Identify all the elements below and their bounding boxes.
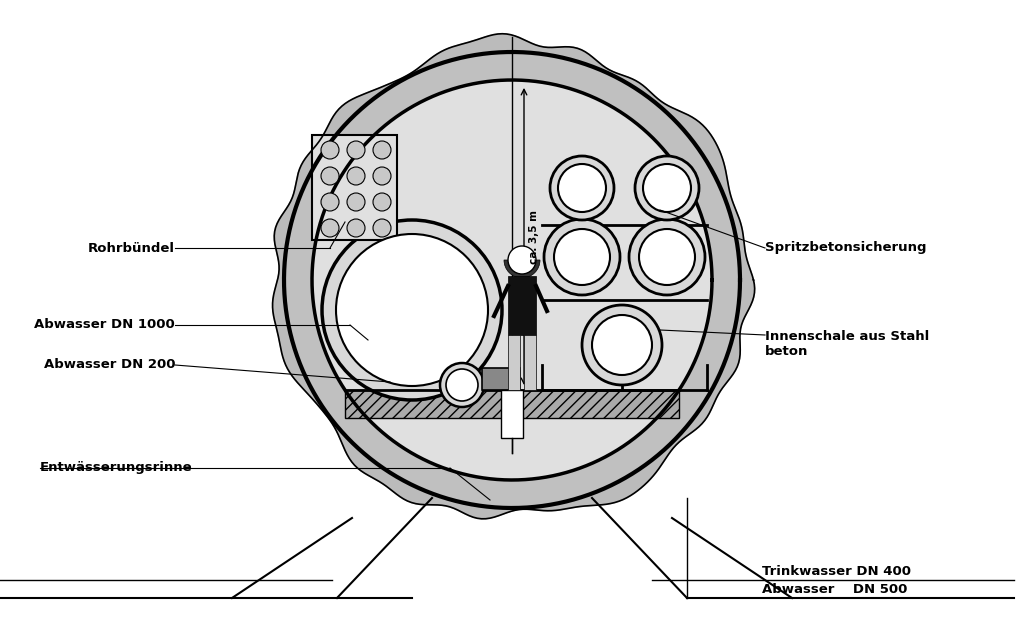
Circle shape — [643, 164, 691, 212]
Text: Spritzbetonsicherung: Spritzbetonsicherung — [765, 242, 927, 254]
Text: Abwasser    DN 500: Abwasser DN 500 — [762, 583, 907, 596]
Circle shape — [639, 229, 695, 285]
Circle shape — [635, 156, 699, 220]
Bar — [345, 390, 679, 418]
Bar — [508, 335, 520, 390]
Circle shape — [347, 193, 365, 211]
Circle shape — [440, 363, 484, 407]
Circle shape — [582, 305, 662, 385]
Circle shape — [544, 219, 620, 295]
Circle shape — [373, 141, 391, 159]
Text: Rohrbündel: Rohrbündel — [88, 242, 175, 254]
Text: Trinkwasser DN 400: Trinkwasser DN 400 — [762, 565, 911, 578]
Circle shape — [558, 164, 606, 212]
Circle shape — [322, 220, 502, 400]
Polygon shape — [272, 33, 755, 519]
Text: ca. 3,5 m: ca. 3,5 m — [529, 210, 539, 264]
Polygon shape — [312, 80, 712, 480]
Circle shape — [550, 156, 614, 220]
Bar — [524, 335, 536, 390]
Text: Entwässerungsrinne: Entwässerungsrinne — [40, 461, 193, 474]
Circle shape — [321, 193, 339, 211]
Circle shape — [321, 167, 339, 185]
Circle shape — [347, 167, 365, 185]
Bar — [501, 390, 523, 438]
Text: Abwasser DN 1000: Abwasser DN 1000 — [34, 319, 175, 332]
Circle shape — [347, 141, 365, 159]
Circle shape — [629, 219, 705, 295]
Circle shape — [373, 167, 391, 185]
Bar — [508, 276, 536, 335]
Circle shape — [446, 369, 478, 401]
Circle shape — [554, 229, 610, 285]
Circle shape — [347, 219, 365, 237]
Circle shape — [508, 246, 536, 274]
Circle shape — [336, 234, 488, 386]
Text: Abwasser DN 200: Abwasser DN 200 — [43, 358, 175, 371]
Circle shape — [592, 315, 652, 375]
Wedge shape — [504, 260, 540, 278]
Circle shape — [373, 193, 391, 211]
Text: Innenschale aus Stahl
beton: Innenschale aus Stahl beton — [765, 330, 929, 358]
Circle shape — [321, 219, 339, 237]
Bar — [482, 368, 520, 390]
Circle shape — [373, 219, 391, 237]
Bar — [312, 135, 397, 240]
Circle shape — [321, 141, 339, 159]
Polygon shape — [284, 52, 740, 508]
